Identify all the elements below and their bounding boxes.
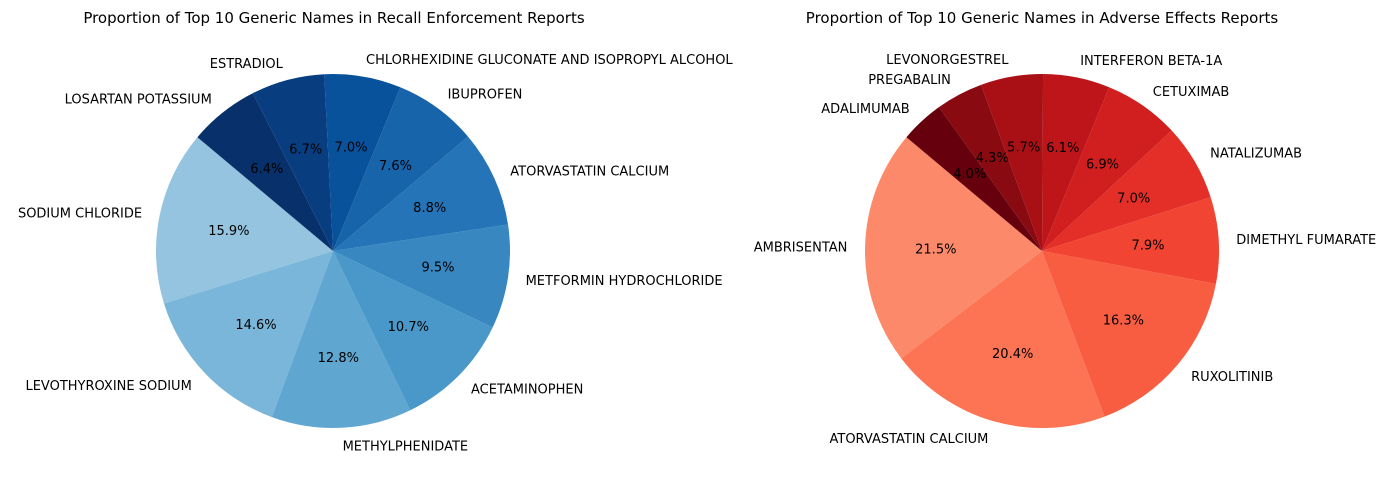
adverse-pct-label-natalizumab: 7.0% (1117, 191, 1150, 206)
adverse-category-label-adalimumab: ADALIMUMAB (821, 102, 909, 117)
recall-slice-metformin-hydrochloride (333, 224, 510, 328)
adverse-slice-pregabalin (938, 84, 1042, 251)
recall-category-label-sodium-chloride: SODIUM CHLORIDE (18, 207, 142, 222)
adverse-slice-ambrisentan (864, 137, 1042, 359)
recall-chart-title: Proportion of Top 10 Generic Names in Re… (83, 9, 585, 27)
recall-slice-atorvastatin-calcium (333, 136, 509, 251)
recall-category-label-ibuprofen: IBUPROFEN (448, 88, 523, 103)
adverse-pie-slices (864, 73, 1220, 429)
recall-slice-methylphenidate (271, 251, 411, 428)
adverse-pct-label-adalimumab: 4.0% (953, 167, 986, 182)
adverse-category-label-atorvastatin-calcium: ATORVASTATIN CALCIUM (830, 432, 989, 447)
recall-category-label-losartan-potassium: LOSARTAN POTASSIUM (65, 93, 212, 108)
adverse-category-label-pregabalin: PREGABALIN (868, 73, 951, 88)
adverse-slice-atorvastatin-calcium (901, 251, 1105, 429)
recall-pct-label-metformin-hydrochloride: 9.5% (421, 261, 454, 276)
recall-pct-label-atorvastatin-calcium: 8.8% (413, 201, 446, 216)
recall-pct-label-chlorhexidine-gluconate-and-isopropyl-alcohol: 7.0% (334, 140, 367, 155)
recall-pie-slices (155, 74, 510, 428)
adverse-category-label-ambrisentan: AMBRISENTAN (754, 241, 848, 256)
adverse-category-label-natalizumab: NATALIZUMAB (1210, 147, 1302, 162)
recall-category-label-atorvastatin-calcium: ATORVASTATIN CALCIUM (510, 164, 669, 179)
adverse-category-label-levonorgestrel: LEVONORGESTREL (886, 53, 1009, 68)
adverse-slice-cetuximab (1042, 87, 1172, 251)
recall-slice-sodium-chloride (155, 137, 333, 304)
adverse-category-label-interferon-beta-1a: INTERFERON BETA-1A (1080, 54, 1222, 69)
adverse-pct-label-ruxolitinib: 16.3% (1103, 313, 1144, 328)
adverse-category-label-ruxolitinib: RUXOLITINIB (1191, 370, 1273, 385)
recall-pct-label-acetaminophen: 10.7% (388, 320, 429, 335)
recall-pct-label-estradiol: 6.7% (289, 142, 322, 157)
recall-slice-ibuprofen (333, 87, 469, 251)
adverse-pct-label-atorvastatin-calcium: 20.4% (992, 347, 1033, 362)
recall-slice-chlorhexidine-gluconate-and-isopropyl-alcohol (324, 74, 401, 251)
recall-pct-label-levothyroxine-sodium: 14.6% (235, 318, 276, 333)
adverse-slice-natalizumab (1042, 130, 1211, 251)
adverse-category-label-dimethyl-fumarate: DIMETHYL FUMARATE (1236, 233, 1376, 248)
recall-category-label-metformin-hydrochloride: METFORMIN HYDROCHLORIDE (526, 274, 723, 289)
adverse-category-label-cetuximab: CETUXIMAB (1153, 85, 1230, 100)
recall-slice-estradiol (252, 74, 333, 251)
adverse-slice-dimethyl-fumarate (1042, 197, 1220, 284)
recall-slice-losartan-potassium (197, 93, 333, 252)
recall-category-label-methylphenidate: METHYLPHENIDATE (343, 440, 469, 455)
adverse-slice-levonorgestrel (981, 73, 1044, 251)
adverse-pct-label-interferon-beta-1a: 6.1% (1046, 141, 1079, 156)
recall-category-label-estradiol: ESTRADIOL (210, 57, 284, 72)
recall-pct-label-sodium-chloride: 15.9% (208, 224, 249, 239)
recall-slice-levothyroxine-sodium (163, 251, 333, 418)
adverse-slice-adalimumab (906, 107, 1042, 251)
adverse-effects-pie-chart: Proportion of Top 10 Generic Names in Ad… (754, 9, 1376, 447)
adverse-pct-label-levonorgestrel: 5.7% (1007, 140, 1040, 155)
adverse-pct-label-cetuximab: 6.9% (1086, 158, 1119, 173)
adverse-slice-ruxolitinib (1042, 251, 1216, 417)
recall-enforcement-pie-chart: Proportion of Top 10 Generic Names in Re… (18, 9, 733, 455)
recall-pct-label-losartan-potassium: 6.4% (250, 162, 283, 177)
recall-pie-labels: 15.9% SODIUM CHLORIDE 14.6% LEVOTHYROXINE S… (18, 53, 733, 454)
adverse-pie-labels: 21.5% AMBRISENTAN 20.4% ATORVASTATIN CALCIU… (754, 53, 1376, 447)
adverse-pct-label-pregabalin: 4.3% (976, 151, 1009, 166)
adverse-chart-title: Proportion of Top 10 Generic Names in Ad… (806, 9, 1279, 27)
recall-slice-acetaminophen (333, 251, 493, 411)
recall-category-label-acetaminophen: ACETAMINOPHEN (471, 382, 583, 397)
adverse-pct-label-ambrisentan: 21.5% (915, 243, 956, 258)
recall-pct-label-ibuprofen: 7.6% (379, 159, 412, 174)
recall-category-label-chlorhexidine-gluconate-and-isopropyl-alcohol: CHLORHEXIDINE GLUCONATE AND ISOPROPYL AL… (366, 53, 733, 68)
recall-pct-label-methylphenidate: 12.8% (318, 351, 359, 366)
recall-category-label-levothyroxine-sodium: LEVOTHYROXINE SODIUM (25, 379, 191, 394)
adverse-slice-interferon-beta-1a (1042, 74, 1110, 251)
adverse-pct-label-dimethyl-fumarate: 7.9% (1131, 239, 1164, 254)
